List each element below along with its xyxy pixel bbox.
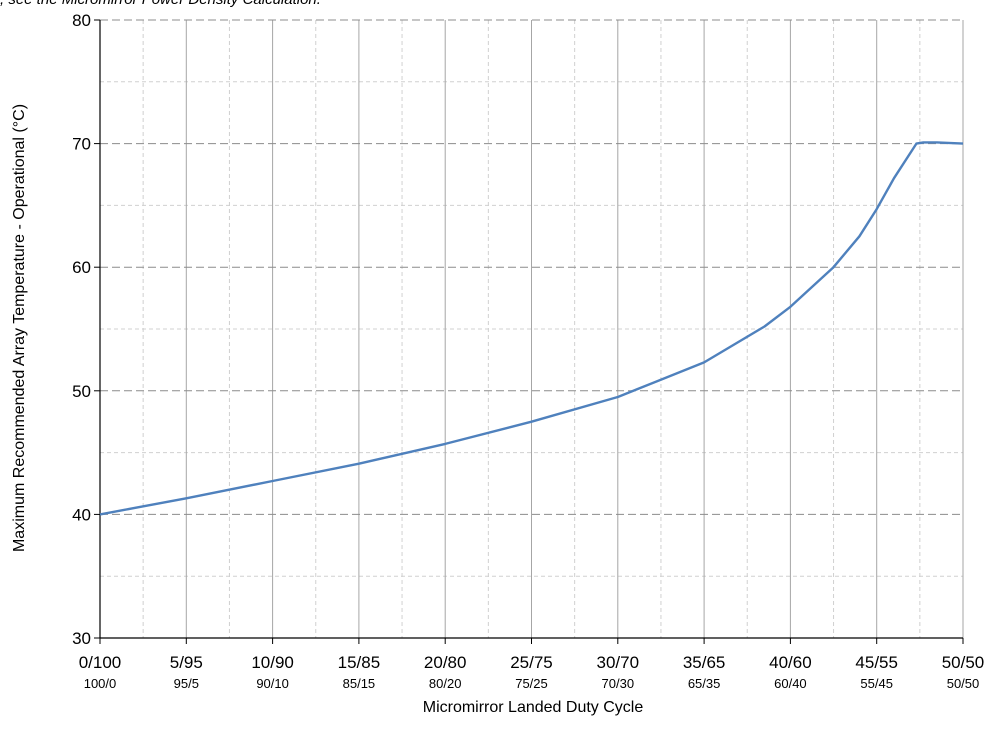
major-gridlines — [99, 19, 964, 639]
x-tick-label-primary: 10/90 — [251, 653, 294, 672]
x-tick-label-secondary: 95/5 — [174, 676, 199, 691]
x-tick-labels: 0/100 100/0 5/95 95/5 10/90 90/10 15/85 85/15 20… — [79, 653, 984, 691]
x-tick-label-secondary: 90/10 — [256, 676, 289, 691]
y-axis-label: Maximum Recommended Array Temperature - … — [11, 104, 28, 552]
series-line-0 — [99, 141, 964, 516]
y-tick-label: 60 — [72, 258, 91, 277]
x-tick-label-primary: 50/50 — [942, 653, 984, 672]
y-tick-label: 50 — [72, 382, 91, 401]
y-tick-label: 30 — [72, 629, 91, 648]
y-tick-label: 40 — [72, 505, 91, 524]
x-tick-label-primary: 0/100 — [79, 653, 122, 672]
x-tick-label-primary: 30/70 — [597, 653, 640, 672]
x-tick-label-secondary: 50/50 — [947, 676, 980, 691]
caption-fragment: , see the Micromirror Power Density Calc… — [0, 0, 321, 8]
y-tick-labels: 30 40 50 60 70 80 — [72, 11, 91, 648]
y-tick-label: 80 — [72, 11, 91, 30]
x-tick-label-primary: 35/65 — [683, 653, 726, 672]
x-tick-label-secondary: 65/35 — [688, 676, 721, 691]
x-tick-label-primary: 25/75 — [510, 653, 553, 672]
x-tick-label-secondary: 100/0 — [84, 676, 117, 691]
axes — [94, 19, 964, 644]
x-tick-label-secondary: 60/40 — [774, 676, 807, 691]
series-group — [99, 141, 964, 516]
x-tick-label-primary: 5/95 — [170, 653, 203, 672]
x-tick-label-primary: 15/85 — [338, 653, 381, 672]
x-tick-label-primary: 20/80 — [424, 653, 467, 672]
x-tick-label-primary: 40/60 — [769, 653, 812, 672]
x-tick-label-secondary: 70/30 — [602, 676, 635, 691]
x-tick-label-primary: 45/55 — [855, 653, 898, 672]
x-axis-label: Micromirror Landed Duty Cycle — [423, 699, 644, 716]
x-tick-label-secondary: 85/15 — [343, 676, 376, 691]
x-tick-label-secondary: 80/20 — [429, 676, 462, 691]
x-tick-label-secondary: 75/25 — [515, 676, 548, 691]
minor-gridlines — [100, 20, 963, 638]
y-tick-label: 70 — [72, 135, 91, 154]
x-tick-label-secondary: 55/45 — [860, 676, 893, 691]
